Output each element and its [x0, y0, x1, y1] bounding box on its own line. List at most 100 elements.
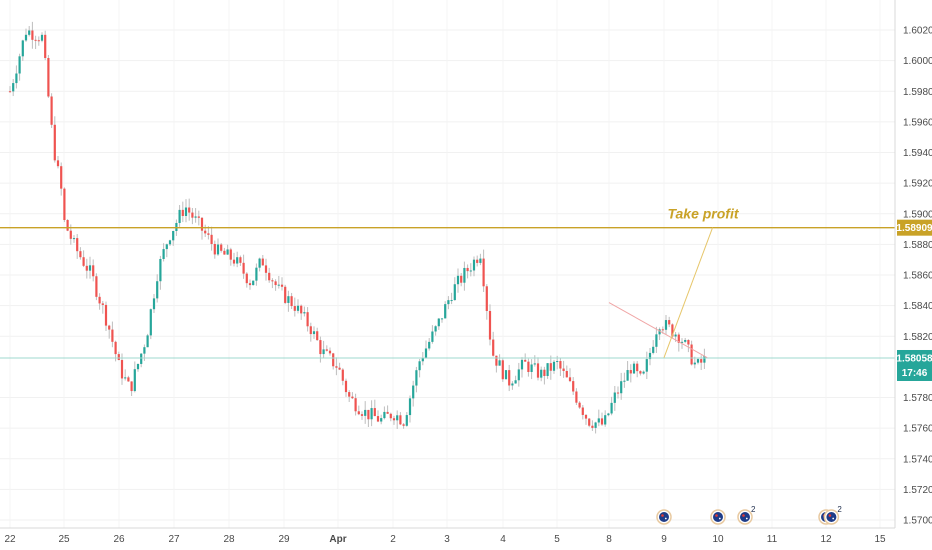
candle-down	[223, 250, 226, 255]
candle-up	[556, 361, 559, 363]
candle-up	[72, 238, 76, 240]
candle-down	[191, 212, 194, 218]
candle-up	[156, 281, 159, 299]
candle-down	[316, 331, 319, 341]
candle-up	[124, 377, 127, 379]
candle-down	[50, 96, 53, 125]
y-tick-label: 1.59400	[903, 148, 932, 159]
candle-down	[37, 40, 40, 42]
y-tick-label: 1.58600	[903, 271, 932, 282]
candle-up	[149, 309, 152, 336]
candle-up	[498, 360, 501, 366]
candle-up	[613, 392, 616, 403]
flag-mark	[661, 514, 664, 517]
x-tick-label: 28	[223, 534, 235, 545]
candle-up	[463, 267, 466, 283]
candle-down	[56, 160, 60, 167]
au-flag-icon[interactable]: 2	[737, 505, 756, 525]
candle-down	[229, 249, 232, 260]
candle-up	[658, 329, 661, 335]
candle-up	[146, 335, 149, 348]
candle-up	[21, 40, 24, 57]
price-badges: 1.58909 1.58058 17:46	[896, 219, 932, 381]
candle-up	[607, 413, 610, 416]
x-tick-label: 22	[4, 534, 16, 545]
candle-up	[168, 240, 172, 245]
candle-down	[568, 377, 572, 382]
candle-down	[274, 281, 277, 286]
candle-up	[421, 357, 424, 362]
y-tick-label: 1.59600	[903, 117, 932, 128]
au-flag-icon[interactable]: 2	[823, 505, 842, 525]
candle-up	[236, 257, 239, 264]
candle-up	[520, 359, 524, 370]
x-tick-label: 29	[278, 534, 290, 545]
candle-down	[482, 258, 485, 287]
candle-down	[527, 361, 530, 372]
candle-up	[511, 383, 514, 386]
projection-line[interactable]	[663, 227, 714, 358]
candle-down	[306, 312, 309, 327]
candle-up	[428, 341, 431, 349]
x-tick-label: 15	[874, 534, 886, 545]
au-flag-icon[interactable]	[710, 509, 726, 525]
candle-up	[472, 259, 476, 271]
candle-up	[370, 408, 373, 420]
candle-up	[479, 258, 482, 263]
candle-down	[85, 265, 88, 271]
candle-down	[309, 326, 312, 335]
candle-up	[162, 249, 165, 259]
candle-down	[197, 216, 200, 218]
candle-up	[226, 249, 229, 255]
candle-up	[424, 348, 428, 358]
candle-down	[671, 324, 674, 337]
candle-up	[364, 409, 367, 416]
flag-disc	[740, 512, 750, 522]
candle-down	[204, 230, 207, 234]
candle-up	[434, 326, 437, 332]
wedge-trendline[interactable]	[608, 302, 708, 359]
candle-down	[341, 369, 344, 381]
flag-mark	[715, 514, 718, 517]
candle-up	[703, 356, 706, 363]
price-axis[interactable]: 1.60200 1.60000 1.59800 1.59600 1.59400 1.592…	[903, 26, 932, 527]
drawing-layer[interactable]: Take profit	[0, 206, 895, 359]
candle-down	[232, 259, 236, 264]
candle-down	[328, 350, 332, 354]
candle-up	[216, 244, 220, 255]
candle-up	[680, 341, 684, 343]
flag-disc	[826, 512, 837, 522]
candle-down	[47, 58, 50, 97]
candle-down	[264, 265, 268, 273]
candle-down	[524, 359, 527, 362]
candle-up	[444, 304, 447, 319]
candle-down	[293, 306, 296, 311]
candle-down	[668, 320, 671, 325]
candle-down	[335, 366, 338, 368]
candle-up	[277, 284, 280, 286]
candle-up	[610, 402, 613, 414]
candle-down	[588, 418, 591, 426]
candle-down	[130, 381, 133, 392]
candle-down	[66, 220, 69, 231]
candle-down	[8, 91, 12, 93]
candle-up	[312, 331, 316, 335]
candle-down	[690, 344, 693, 365]
candles-layer	[8, 21, 706, 434]
candle-down	[63, 188, 66, 221]
candle-up	[620, 381, 623, 394]
candle-down	[213, 243, 216, 255]
candle-down	[348, 392, 351, 397]
candle-down	[616, 392, 620, 394]
candle-up	[447, 300, 450, 305]
candle-down	[399, 415, 402, 425]
time-axis[interactable]: 22 25 26 27 28 29 Apr 2 3 4 5 8 9 10 11 12 15	[4, 534, 886, 545]
candle-up	[469, 270, 472, 272]
take-profit-annotation[interactable]: Take profit	[667, 206, 739, 222]
candle-down	[69, 230, 72, 239]
x-tick-label: 5	[554, 534, 560, 545]
au-flag-icon[interactable]	[656, 509, 672, 525]
